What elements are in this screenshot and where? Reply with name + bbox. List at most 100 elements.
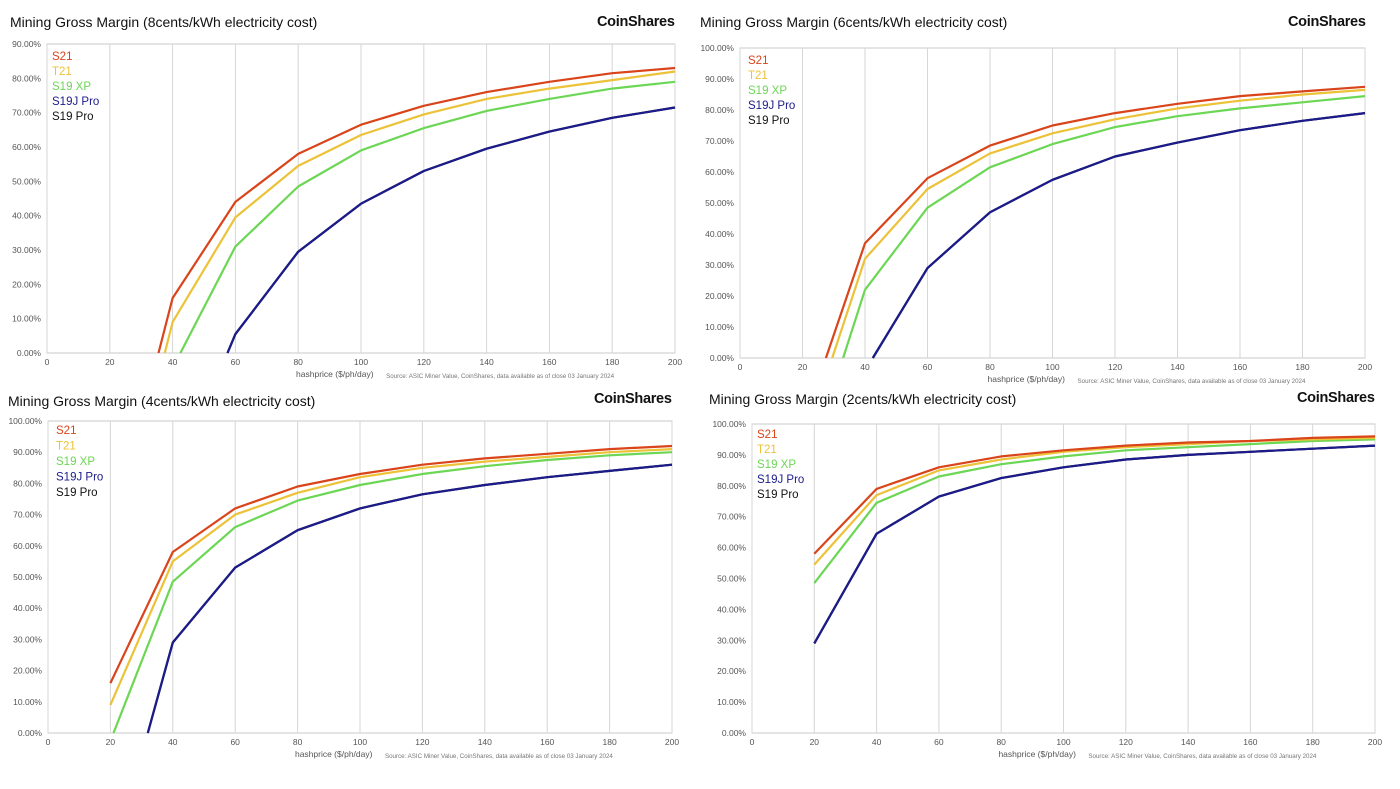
y-tick-label: 80.00% bbox=[13, 478, 42, 488]
y-tick-label: 20.00% bbox=[13, 666, 42, 676]
y-tick-label: 40.00% bbox=[12, 211, 41, 221]
y-tick-label: 90.00% bbox=[13, 447, 42, 457]
x-tick-label: 20 bbox=[810, 737, 820, 747]
x-tick-label: 80 bbox=[985, 362, 995, 372]
y-tick-label: 10.00% bbox=[705, 322, 734, 332]
x-tick-label: 20 bbox=[798, 362, 808, 372]
brand-logo: CoinShares bbox=[1297, 390, 1375, 406]
series-line-s19j-pro bbox=[146, 463, 673, 734]
x-tick-label: 140 bbox=[1170, 362, 1184, 372]
x-tick-label: 0 bbox=[738, 362, 743, 372]
x-tick-label: 40 bbox=[872, 737, 882, 747]
legend-entry: S19 XP bbox=[52, 81, 91, 93]
y-tick-label: 30.00% bbox=[12, 245, 41, 255]
series-line-s19-xp bbox=[813, 438, 1376, 584]
y-tick-label: 20.00% bbox=[12, 279, 41, 289]
y-tick-label: 60.00% bbox=[705, 167, 734, 177]
y-tick-label: 10.00% bbox=[12, 314, 41, 324]
y-tick-label: 40.00% bbox=[13, 603, 42, 613]
y-tick-label: 60.00% bbox=[717, 543, 746, 553]
y-tick-label: 50.00% bbox=[705, 198, 734, 208]
x-tick-label: 160 bbox=[1233, 362, 1247, 372]
legend-entry: S19 XP bbox=[56, 456, 95, 468]
y-tick-label: 90.00% bbox=[705, 74, 734, 84]
series-line-t21 bbox=[813, 436, 1376, 566]
x-tick-label: 40 bbox=[860, 362, 870, 372]
y-tick-label: 70.00% bbox=[13, 510, 42, 520]
y-tick-label: 80.00% bbox=[717, 481, 746, 491]
y-tick-label: 90.00% bbox=[717, 450, 746, 460]
series-line-s19j-pro bbox=[226, 106, 676, 354]
y-tick-label: 40.00% bbox=[705, 229, 734, 239]
y-tick-label: 0.00% bbox=[722, 728, 747, 738]
chart-title: Mining Gross Margin (2cents/kWh electric… bbox=[709, 391, 1017, 407]
y-tick-label: 20.00% bbox=[717, 666, 746, 676]
y-tick-label: 100.00% bbox=[8, 416, 42, 426]
series-line-s21 bbox=[824, 85, 1366, 359]
legend-entry: S19J Pro bbox=[757, 474, 804, 486]
y-tick-label: 30.00% bbox=[13, 634, 42, 644]
legend-entry: S19 Pro bbox=[52, 111, 94, 123]
series-line-s19-pro bbox=[813, 444, 1376, 644]
brand-logo: CoinShares bbox=[1288, 14, 1366, 30]
legend-entry: T21 bbox=[52, 66, 72, 78]
legend-entry: S21 bbox=[757, 429, 777, 441]
x-tick-label: 20 bbox=[105, 357, 115, 367]
y-tick-label: 0.00% bbox=[18, 728, 43, 738]
y-tick-label: 70.00% bbox=[705, 136, 734, 146]
y-tick-label: 50.00% bbox=[717, 574, 746, 584]
y-tick-label: 60.00% bbox=[13, 541, 42, 551]
x-tick-label: 120 bbox=[415, 737, 429, 747]
legend-entry: S21 bbox=[56, 425, 76, 437]
x-tick-label: 20 bbox=[106, 737, 116, 747]
legend-entry: S19J Pro bbox=[748, 100, 795, 112]
y-tick-label: 80.00% bbox=[705, 105, 734, 115]
y-tick-label: 20.00% bbox=[705, 291, 734, 301]
x-tick-label: 0 bbox=[46, 737, 51, 747]
y-tick-label: 40.00% bbox=[717, 604, 746, 614]
x-tick-label: 160 bbox=[1243, 737, 1257, 747]
x-axis-label: hashprice ($/ph/day) bbox=[998, 749, 1076, 759]
source-note: Source: ASIC Miner Value, CoinShares, da… bbox=[385, 753, 613, 760]
x-tick-label: 200 bbox=[668, 357, 682, 367]
legend-entry: S19 Pro bbox=[757, 489, 799, 501]
y-tick-label: 50.00% bbox=[12, 176, 41, 186]
x-axis-label: hashprice ($/ph/day) bbox=[988, 374, 1066, 384]
y-tick-label: 80.00% bbox=[12, 73, 41, 83]
source-note: Source: ASIC Miner Value, CoinShares, da… bbox=[1078, 378, 1306, 385]
legend-entry: T21 bbox=[757, 444, 777, 456]
x-tick-label: 200 bbox=[1368, 737, 1382, 747]
y-tick-label: 70.00% bbox=[717, 512, 746, 522]
x-tick-label: 60 bbox=[934, 737, 944, 747]
x-tick-label: 80 bbox=[996, 737, 1006, 747]
x-tick-label: 0 bbox=[750, 737, 755, 747]
source-note: Source: ASIC Miner Value, CoinShares, da… bbox=[1088, 753, 1316, 760]
y-tick-label: 0.00% bbox=[710, 353, 735, 363]
chart-title: Mining Gross Margin (8cents/kWh electric… bbox=[10, 14, 318, 30]
x-tick-label: 180 bbox=[1295, 362, 1309, 372]
y-tick-label: 60.00% bbox=[12, 142, 41, 152]
y-tick-label: 30.00% bbox=[705, 260, 734, 270]
y-tick-label: 50.00% bbox=[13, 572, 42, 582]
legend-entry: S19 XP bbox=[748, 85, 787, 97]
x-tick-label: 100 bbox=[354, 357, 368, 367]
x-tick-label: 140 bbox=[478, 737, 492, 747]
chart-title: Mining Gross Margin (4cents/kWh electric… bbox=[8, 393, 316, 409]
series-line-s19j-pro bbox=[871, 112, 1366, 359]
series-line-t21 bbox=[163, 70, 676, 354]
y-tick-label: 10.00% bbox=[717, 697, 746, 707]
brand-logo: CoinShares bbox=[594, 391, 672, 407]
x-tick-label: 120 bbox=[1108, 362, 1122, 372]
legend-entry: S19 XP bbox=[757, 459, 796, 471]
y-tick-label: 100.00% bbox=[700, 43, 734, 53]
y-tick-label: 0.00% bbox=[17, 348, 42, 358]
series-line-s19j-pro bbox=[813, 444, 1376, 644]
x-axis-label: hashprice ($/ph/day) bbox=[296, 369, 374, 379]
y-tick-label: 90.00% bbox=[12, 39, 41, 49]
x-tick-label: 60 bbox=[230, 737, 240, 747]
series-line-s19-xp bbox=[842, 95, 1366, 359]
legend-entry: T21 bbox=[748, 70, 768, 82]
legend-entry: S19 Pro bbox=[748, 115, 790, 127]
